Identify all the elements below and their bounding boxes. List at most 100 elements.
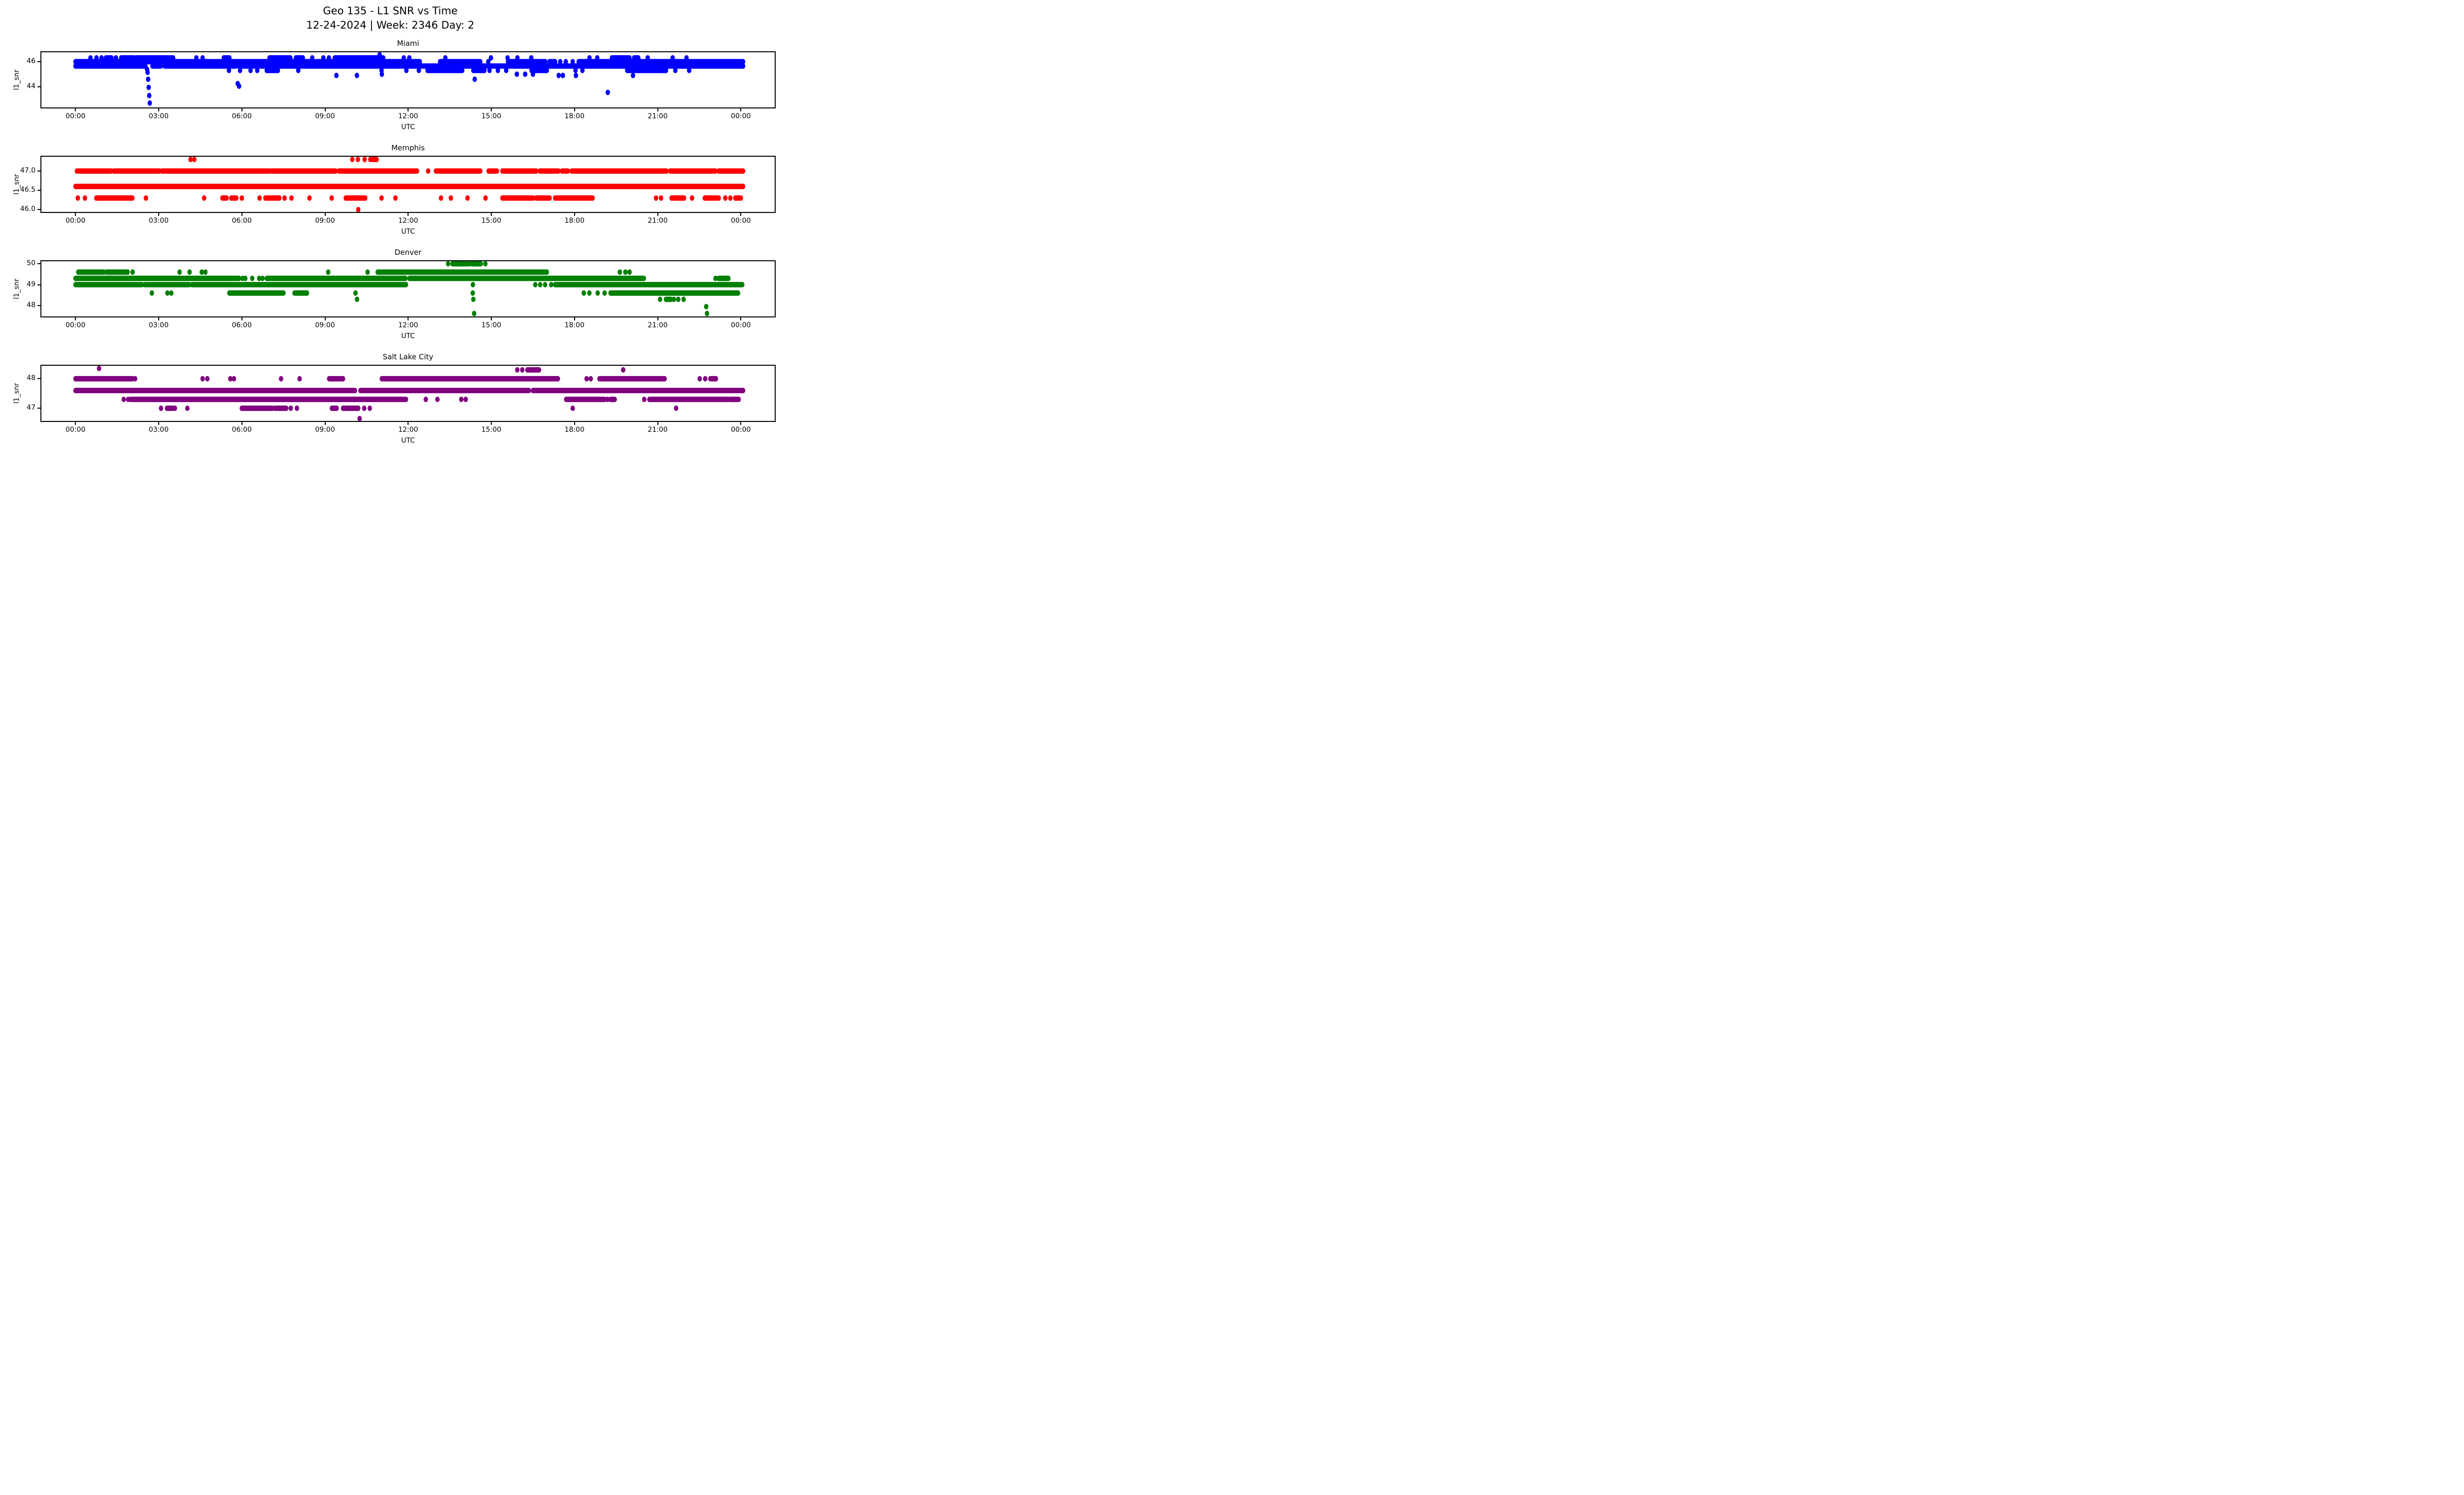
scatter-dot-denver (483, 261, 488, 267)
scatter-band-memphis (486, 168, 499, 174)
scatter-dot-memphis (728, 195, 733, 201)
scatter-dot-memphis (355, 157, 360, 162)
scatter-band-denver (381, 269, 549, 275)
scatter-dot-denver (165, 290, 170, 296)
scatter-dot-memphis (362, 157, 367, 162)
y-ticklabel-miami: 46 (27, 57, 35, 66)
scatter-dot-miami (334, 72, 339, 78)
scatter-band-miami (73, 59, 216, 65)
scatter-outlier-denver (705, 311, 710, 316)
scatter-band-miami (162, 63, 239, 69)
scatter-dot-salt-lake-city (228, 376, 233, 382)
x-ticklabel-memphis: 03:00 (148, 217, 169, 225)
scatter-band-memphis (552, 195, 595, 201)
x-axis-label-denver: UTC (401, 332, 415, 340)
scatter-dot-miami (296, 68, 301, 73)
scatter-outlier-salt-lake-city (97, 366, 102, 371)
subplot-title-denver: Denver (394, 248, 422, 257)
scatter-dot-miami (404, 68, 409, 73)
scatter-band-salt-lake-city (240, 405, 275, 411)
scatter-dot-denver (177, 269, 182, 275)
scatter-band-miami (213, 59, 317, 65)
scatter-dot-denver (672, 296, 677, 302)
scatter-dot-denver (199, 269, 204, 275)
x-ticklabel-miami: 03:00 (148, 112, 169, 120)
plot-area-miami (40, 51, 776, 108)
scatter-band-denver (407, 276, 646, 281)
scatter-dot-salt-lake-city (297, 376, 302, 382)
x-tickmark-denver (158, 317, 159, 320)
scatter-dot-salt-lake-city (584, 376, 589, 382)
x-tickmark-salt-lake-city (740, 422, 742, 425)
x-tickmark-memphis (324, 213, 326, 216)
y-tickmark-salt-lake-city (37, 408, 40, 409)
scatter-outlier-miami (146, 84, 151, 90)
scatter-dot-salt-lake-city (459, 396, 464, 402)
scatter-band-salt-lake-city (708, 376, 719, 382)
scatter-dot-salt-lake-city (703, 376, 708, 382)
scatter-dot-memphis (723, 195, 728, 201)
scatter-dot-denver (657, 296, 662, 302)
x-tickmark-miami (158, 108, 159, 111)
scatter-dot-denver (187, 269, 192, 275)
scatter-dot-denver (203, 269, 208, 275)
scatter-canvas-salt-lake-city (73, 366, 746, 421)
scatter-band-memphis (434, 168, 483, 174)
x-axis-label-memphis: UTC (401, 228, 415, 236)
x-ticklabel-miami: 00:00 (66, 112, 86, 120)
y-ticklabel-salt-lake-city: 48 (27, 374, 35, 382)
scatter-band-memphis (343, 195, 368, 201)
scatter-dot-miami (556, 72, 561, 78)
scatter-band-salt-lake-city (73, 387, 357, 393)
scatter-dot-salt-lake-city (697, 376, 702, 382)
x-tickmark-salt-lake-city (324, 422, 326, 425)
x-ticklabel-miami: 15:00 (481, 112, 502, 120)
scatter-band-miami (438, 59, 483, 65)
scatter-dot-miami (238, 68, 242, 73)
x-tickmark-miami (324, 108, 326, 111)
y-ticklabel-memphis: 46.5 (20, 186, 35, 194)
scatter-dot-miami (580, 68, 585, 73)
scatter-dot-miami (248, 68, 253, 73)
x-tickmark-miami (657, 108, 658, 111)
scatter-dot-salt-lake-city (570, 405, 575, 411)
x-tickmark-denver (324, 317, 326, 320)
scatter-band-salt-lake-city (273, 405, 289, 411)
scatter-dot-salt-lake-city (367, 405, 372, 411)
scatter-band-memphis (111, 168, 162, 174)
y-ticklabel-miami: 44 (27, 82, 35, 90)
scatter-band-memphis (269, 168, 338, 174)
scatter-dot-salt-lake-city (362, 405, 367, 411)
scatter-band-denver (76, 269, 106, 275)
x-ticklabel-salt-lake-city: 00:00 (66, 426, 86, 434)
scatter-dot-miami (486, 59, 491, 65)
y-ticklabel-denver: 49 (27, 280, 35, 288)
x-axis-label-miami: UTC (401, 123, 415, 131)
scatter-band-denver (608, 290, 741, 296)
x-ticklabel-denver: 15:00 (481, 321, 502, 329)
scatter-dot-denver (470, 290, 475, 296)
scatter-dot-denver (543, 282, 548, 288)
scatter-dot-memphis (439, 195, 444, 201)
x-tickmark-miami (241, 108, 242, 111)
scatter-dot-denver (260, 276, 265, 281)
scatter-dot-denver (445, 261, 450, 267)
x-tickmark-salt-lake-city (241, 422, 242, 425)
scatter-band-salt-lake-city (73, 376, 135, 382)
scatter-band-salt-lake-city (564, 396, 607, 402)
scatter-outlier-miami (145, 70, 150, 75)
scatter-band-miami (237, 63, 746, 69)
scatter-dot-salt-lake-city (294, 405, 299, 411)
scatter-dot-denver (681, 296, 686, 302)
y-ticklabel-memphis: 47.0 (20, 166, 35, 174)
plot-area-salt-lake-city (40, 365, 776, 422)
scatter-outlier-miami (605, 89, 610, 95)
scatter-band-salt-lake-city (358, 387, 531, 393)
scatter-band-miami (529, 68, 549, 73)
scatter-band-memphis (733, 195, 743, 201)
scatter-dot-miami (573, 68, 578, 73)
y-axis-label-salt-lake-city: l1_snr (13, 383, 21, 404)
scatter-dot-miami (495, 68, 500, 73)
scatter-dot-memphis (393, 195, 398, 201)
scatter-dot-miami (488, 55, 493, 61)
